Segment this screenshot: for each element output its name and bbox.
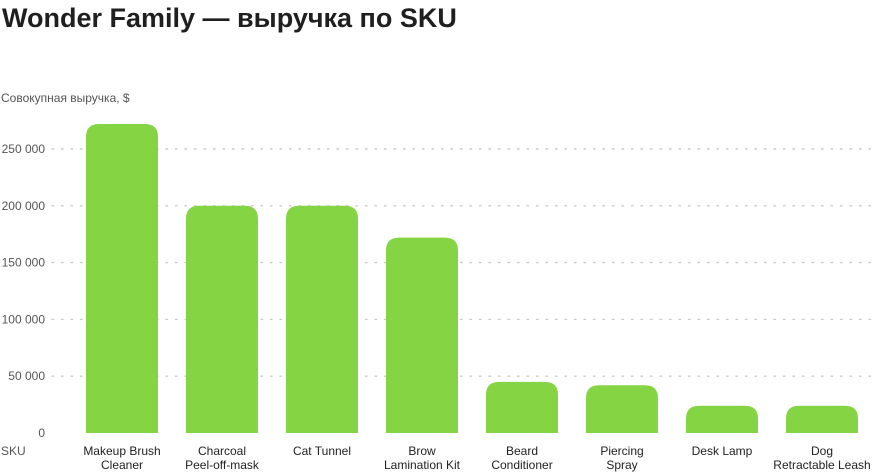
bar (186, 205, 258, 433)
bar (286, 205, 358, 433)
x-tick-label-line: Desk Lamp (692, 444, 753, 458)
y-tick-label: 0 (38, 426, 45, 440)
x-tick-label-line: Piercing (600, 444, 643, 458)
x-tick-label-line: Makeup Brush (83, 444, 160, 458)
x-tick-label-line: Cleaner (101, 458, 143, 472)
y-tick-label: 150 000 (2, 256, 46, 270)
x-tick-label: Brow Lamination Kit (384, 444, 461, 472)
y-tick-label: 50 000 (8, 369, 45, 383)
page-title: Wonder Family — выручка по SKU (2, 3, 457, 33)
x-tick-label-line: Lamination Kit (384, 458, 461, 472)
x-tick-label: Desk Lamp (692, 444, 753, 458)
x-tick-label-line: Peel-off-mask (185, 458, 260, 472)
x-tick-label: Dog Retractable Leash (773, 444, 870, 472)
y-tick-label: 100 000 (2, 312, 46, 326)
x-tick-label-line: Cat Tunnel (293, 444, 351, 458)
x-tick-labels: Makeup Brush Cleaner Charcoal Peel-off-mask… (83, 444, 870, 472)
y-tick-labels: 0 50 000 100 000 150 000 200 000 250 000 (2, 142, 46, 440)
x-tick-label-line: Dog (811, 444, 833, 458)
x-tick-label-line: Charcoal (198, 444, 246, 458)
y-axis-label: Совокупная выручка, $ (1, 91, 130, 105)
y-tick-label: 200 000 (2, 199, 46, 213)
x-tick-label-line: Retractable Leash (773, 458, 870, 472)
x-tick-label: Piercing Spray (600, 444, 643, 472)
bar (486, 381, 558, 433)
x-axis-label: SKU (1, 444, 26, 458)
bar (586, 385, 658, 433)
bar (786, 405, 858, 433)
bar (386, 237, 458, 433)
gridlines (51, 148, 873, 377)
x-tick-label: Cat Tunnel (293, 444, 351, 458)
x-tick-label-line: Conditioner (491, 458, 552, 472)
bar (86, 124, 158, 434)
bars (86, 124, 858, 434)
x-tick-label-line: Beard (506, 444, 538, 458)
x-tick-label-line: Brow (408, 444, 436, 458)
x-tick-label-line: Spray (606, 458, 637, 472)
x-tick-label: Makeup Brush Cleaner (83, 444, 160, 472)
y-tick-label: 250 000 (2, 142, 46, 156)
x-tick-label: Beard Conditioner (491, 444, 552, 472)
bar (686, 405, 758, 433)
x-tick-label: Charcoal Peel-off-mask (185, 444, 260, 472)
